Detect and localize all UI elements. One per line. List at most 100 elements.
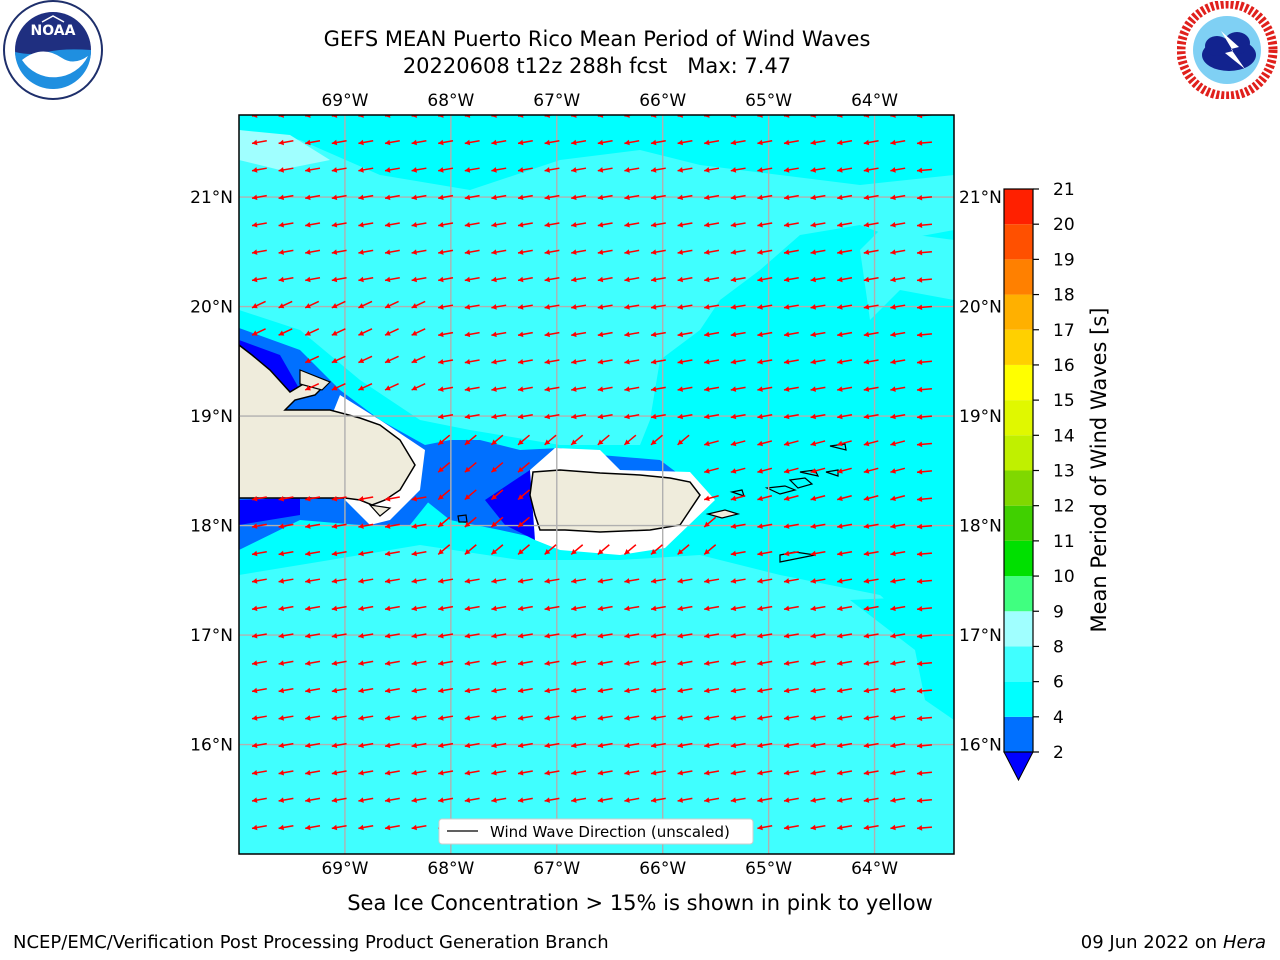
land-island-small-2 bbox=[368, 504, 392, 517]
colorbar-segment bbox=[1004, 294, 1033, 330]
wind-wave-arrow bbox=[571, 742, 587, 749]
wind-wave-arrow bbox=[783, 249, 799, 255]
wind-wave-arrow bbox=[783, 550, 799, 557]
wind-wave-arrow bbox=[331, 495, 347, 502]
wind-wave-arrow bbox=[677, 167, 693, 173]
wind-wave-arrow bbox=[810, 167, 826, 173]
colorbar-tick-label: 13 bbox=[1053, 462, 1075, 482]
wind-wave-arrow bbox=[783, 413, 799, 420]
wind-wave-arrow bbox=[783, 797, 799, 803]
wind-wave-arrow bbox=[650, 386, 666, 392]
colorbar: 2 4 6 8 9 10 11 12 13 14 15 16 17 18 19 20 21 bbox=[1003, 180, 1075, 782]
wind-wave-arrow bbox=[411, 276, 427, 283]
wind-wave-arrow bbox=[438, 715, 454, 721]
wind-wave-arrow bbox=[464, 434, 477, 446]
wind-wave-arrow bbox=[837, 304, 853, 310]
wind-wave-arrow bbox=[464, 578, 480, 584]
wind-wave-arrow bbox=[278, 797, 294, 803]
wind-wave-arrow bbox=[704, 249, 720, 255]
lon-tick-label-top: 68°W bbox=[427, 91, 474, 111]
wind-wave-arrow bbox=[757, 523, 773, 529]
noaa-logo: NOAA bbox=[3, 0, 103, 100]
wind-wave-arrow bbox=[916, 825, 933, 831]
wind-wave-arrow bbox=[278, 328, 293, 336]
wind-wave-arrow bbox=[730, 304, 746, 310]
wind-wave-arrow bbox=[916, 578, 933, 585]
wind-wave-arrow bbox=[730, 276, 746, 283]
wind-wave-arrow bbox=[384, 355, 399, 364]
wind-wave-arrow bbox=[251, 300, 266, 309]
wind-wave-arrow bbox=[890, 523, 906, 529]
wind-wave-arrow bbox=[757, 304, 773, 310]
wind-wave-arrow bbox=[783, 523, 799, 529]
wind-wave-arrow bbox=[677, 578, 693, 584]
wind-wave-arrow bbox=[677, 715, 693, 721]
wind-wave-arrow bbox=[411, 769, 427, 776]
wind-wave-arrow bbox=[863, 494, 879, 502]
lat-tick-label-right: 19°N bbox=[959, 407, 1002, 427]
wind-wave-arrow bbox=[597, 434, 610, 446]
wind-wave-arrow bbox=[597, 139, 613, 146]
wind-wave-arrow bbox=[837, 550, 853, 557]
wind-wave-arrow bbox=[517, 578, 533, 584]
wind-wave-arrow bbox=[890, 331, 906, 338]
wind-wave-arrow bbox=[305, 249, 321, 255]
wind-wave-arrow bbox=[650, 276, 666, 283]
wind-wave-arrow bbox=[890, 194, 906, 201]
wind-wave-arrow bbox=[517, 139, 533, 146]
lat-tick-label-right: 20°N bbox=[959, 298, 1002, 318]
wind-wave-arrow bbox=[757, 797, 773, 803]
wind-wave-arrow bbox=[544, 605, 560, 612]
wind-wave-arrow bbox=[597, 797, 613, 803]
wind-wave-arrow bbox=[464, 358, 480, 365]
wind-wave-arrow bbox=[438, 413, 454, 420]
wind-wave-arrow bbox=[358, 605, 374, 612]
lon-tick-label-top: 66°W bbox=[639, 91, 686, 111]
wind-wave-arrow bbox=[810, 249, 826, 255]
colorbar-tick-label: 15 bbox=[1053, 391, 1075, 411]
wind-wave-arrow bbox=[730, 440, 746, 447]
wind-wave-arrow bbox=[331, 605, 347, 612]
svg-text:NOAA: NOAA bbox=[31, 23, 76, 39]
wind-wave-arrow bbox=[837, 523, 853, 529]
wind-wave-arrow bbox=[757, 742, 773, 749]
period-zone-below-2-west bbox=[239, 498, 300, 525]
wind-wave-arrow bbox=[624, 660, 640, 666]
wind-wave-arrow bbox=[358, 687, 374, 694]
wind-wave-arrow bbox=[757, 440, 773, 447]
wind-wave-arrow bbox=[411, 523, 427, 529]
wind-wave-arrow bbox=[411, 824, 427, 831]
wind-wave-arrow bbox=[438, 742, 454, 749]
wind-wave-arrow bbox=[331, 276, 347, 283]
wind-wave-arrow bbox=[810, 797, 826, 803]
wind-wave-arrow bbox=[730, 221, 746, 228]
wind-wave-arrow bbox=[650, 413, 666, 420]
wind-wave-arrow bbox=[278, 523, 294, 529]
wind-wave-arrow bbox=[863, 276, 879, 283]
wind-wave-arrow bbox=[491, 715, 507, 721]
nws-logo bbox=[1177, 1, 1278, 99]
wind-wave-arrow bbox=[251, 328, 266, 336]
wind-wave-arrow bbox=[650, 331, 666, 338]
wind-wave-arrow bbox=[730, 413, 746, 420]
wind-wave-arrow bbox=[810, 715, 826, 721]
colorbar-tick-label: 16 bbox=[1053, 356, 1075, 376]
wind-wave-arrow bbox=[464, 304, 480, 310]
wind-wave-arrow bbox=[677, 687, 693, 694]
wind-wave-arrow bbox=[704, 494, 719, 502]
wind-wave-arrow bbox=[251, 769, 267, 776]
wind-wave-arrow bbox=[624, 304, 640, 310]
wind-wave-arrow bbox=[837, 494, 852, 502]
wind-wave-arrow bbox=[384, 824, 400, 831]
wind-wave-arrow bbox=[411, 797, 427, 803]
wind-wave-arrow bbox=[757, 824, 773, 831]
wind-wave-arrow bbox=[810, 605, 826, 612]
wind-wave-arrow bbox=[571, 769, 587, 776]
wind-wave-arrow bbox=[517, 331, 533, 338]
wind-wave-arrow bbox=[677, 276, 693, 283]
wind-wave-arrow bbox=[863, 139, 879, 146]
wind-wave-arrow bbox=[251, 495, 267, 502]
wind-wave-arrow bbox=[810, 660, 826, 666]
wind-wave-arrow bbox=[783, 194, 799, 201]
wind-wave-arrow bbox=[464, 413, 480, 420]
